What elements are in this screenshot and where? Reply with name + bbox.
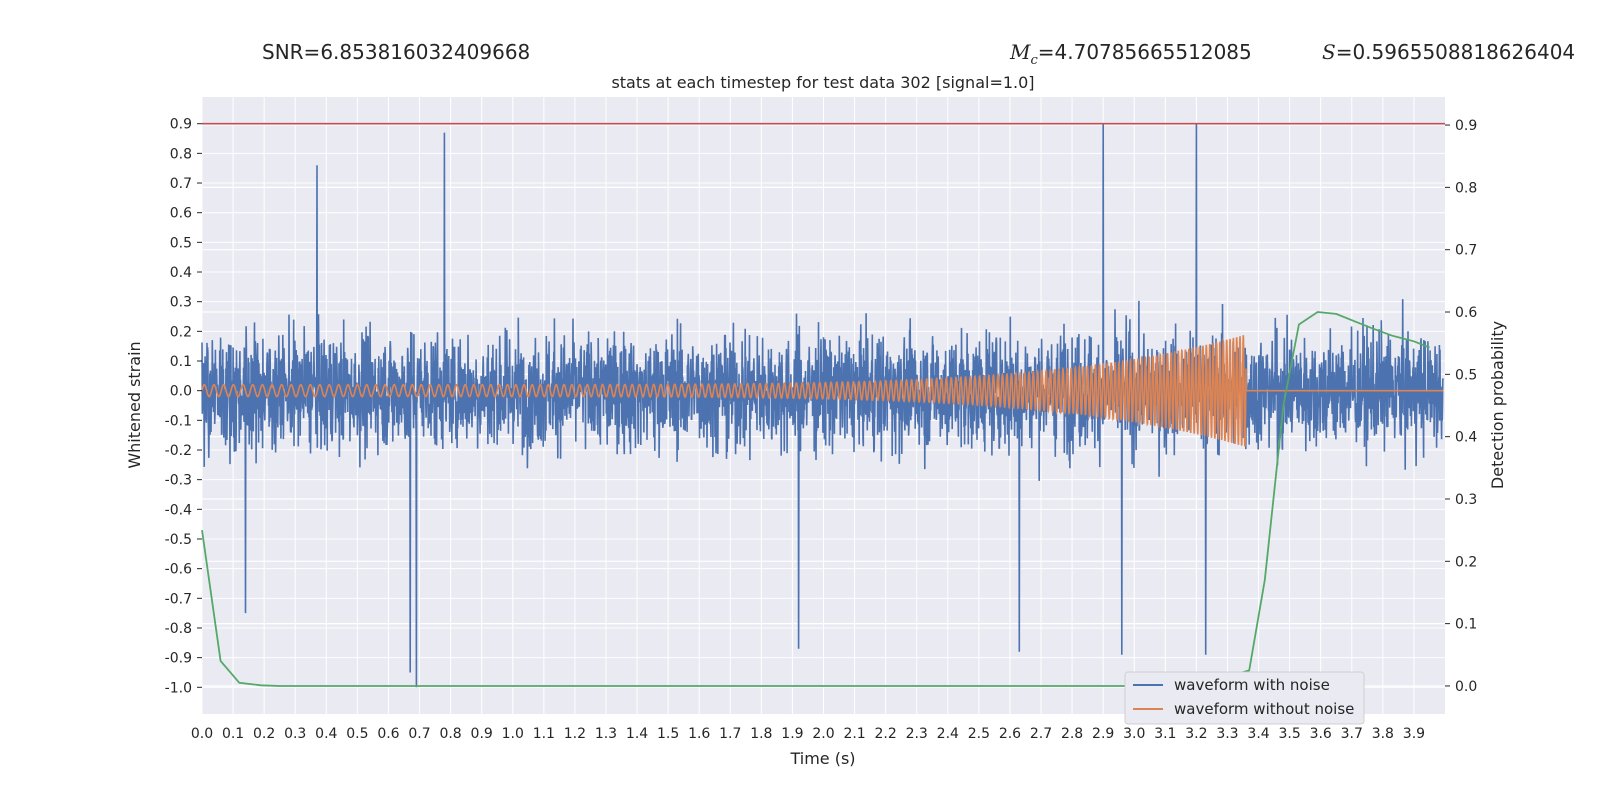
x-tick-label: 1.2 (564, 726, 586, 742)
x-tick-label: 3.0 (1123, 726, 1145, 742)
y2-tick-label: 0.2 (1455, 554, 1477, 570)
x-tick-label: 1.5 (657, 726, 679, 742)
y2-tick-label: 0.9 (1455, 118, 1477, 134)
x-tick-label: 2.0 (812, 726, 834, 742)
y-tick-label: 0.3 (170, 295, 192, 311)
y-axis-label: Whitened strain (125, 341, 144, 468)
y-tick-label: -0.6 (165, 562, 192, 578)
mc-subscript: c (1030, 53, 1038, 68)
x-tick-label: 2.6 (999, 726, 1021, 742)
y-tick-label: 0.5 (170, 235, 192, 251)
y-tick-label: 0.4 (170, 265, 192, 281)
x-tick-label: 0.2 (253, 726, 275, 742)
snr-readout: SNR=6.853816032409668 (262, 40, 530, 64)
x-tick-label: 2.8 (1061, 726, 1083, 742)
x-ticks: 0.0 0.1 0.2 0.3 0.4 0.5 0.6 0.7 0.8 0.9 1.0 1.1 1.2 1… (191, 726, 1425, 742)
y-tick-label: -0.3 (165, 473, 192, 489)
x-tick-label: 3.8 (1372, 726, 1394, 742)
x-tick-label: 0.8 (439, 726, 461, 742)
x-tick-label: 1.8 (750, 726, 772, 742)
x-tick-label: 3.5 (1278, 726, 1300, 742)
x-tick-label: 2.5 (968, 726, 990, 742)
legend: waveform with noise waveform without noi… (1124, 671, 1365, 725)
chirp-mass-readout: Mc=4.70785665512085 (1010, 40, 1252, 68)
y2-ticks: 0.9 0.8 0.7 0.6 0.5 0.4 0.3 0.2 0.1 0.0 (1445, 118, 1477, 695)
mc-value: =4.70785665512085 (1037, 40, 1252, 64)
x-tick-label: 1.1 (533, 726, 555, 742)
x-tick-label: 3.6 (1310, 726, 1332, 742)
x-tick-label: 3.3 (1216, 726, 1238, 742)
x-tick-label: 0.5 (346, 726, 368, 742)
probability-line (201, 311, 1430, 687)
y-tick-label: 0.1 (170, 354, 192, 370)
legend-label-without-noise: waveform without noise (1174, 700, 1354, 718)
x-tick-label: 1.4 (626, 726, 648, 742)
x-tick-label: 3.9 (1403, 726, 1425, 742)
grid (201, 97, 1445, 714)
y-tick-label: -0.5 (165, 532, 192, 548)
y-tick-label: 0.7 (170, 176, 192, 192)
x-tick-label: 2.7 (1030, 726, 1052, 742)
y-tick-label: -0.1 (165, 413, 192, 429)
y-tick-label: -0.9 (165, 651, 192, 667)
x-tick-label: 0.6 (377, 726, 399, 742)
x-tick-label: 1.6 (688, 726, 710, 742)
y-ticks: 0.9 0.8 0.7 0.6 0.5 0.4 0.3 0.2 0.1 0.0 -0.1 -0.2 -0… (165, 117, 202, 696)
x-tick-label: 3.4 (1247, 726, 1269, 742)
x-tick-label: 2.1 (843, 726, 865, 742)
x-tick-label: 0.4 (315, 726, 337, 742)
y-tick-label: -0.4 (165, 502, 192, 518)
y2-tick-label: 0.5 (1455, 367, 1477, 383)
mc-symbol: M (1010, 40, 1031, 64)
s-value: =0.5965508818626404 (1335, 40, 1576, 64)
x-tick-label: 1.0 (502, 726, 524, 742)
x-axis-label: Time (s) (789, 749, 855, 768)
x-tick-label: 2.4 (937, 726, 959, 742)
y2-axis-label: Detection probability (1488, 321, 1507, 489)
x-tick-label: 2.2 (875, 726, 897, 742)
s-readout: S=0.5965508818626404 (1322, 40, 1575, 64)
y-tick-label: 0.8 (170, 146, 192, 162)
y2-tick-label: 0.4 (1455, 430, 1477, 446)
x-tick-label: 0.1 (222, 726, 244, 742)
x-tick-label: 0.3 (284, 726, 306, 742)
y-tick-label: 0.2 (170, 324, 192, 340)
legend-box (1124, 671, 1365, 725)
probability-layer (201, 311, 1430, 687)
y2-tick-label: 0.7 (1455, 243, 1477, 259)
x-tick-label: 3.7 (1341, 726, 1363, 742)
y-tick-label: -0.8 (165, 621, 192, 637)
x-tick-label: 0.9 (471, 726, 493, 742)
y2-tick-label: 0.3 (1455, 492, 1477, 508)
s-symbol: S (1322, 40, 1336, 64)
x-tick-label: 2.9 (1092, 726, 1114, 742)
y-tick-label: -1.0 (165, 680, 192, 696)
y2-tick-label: 0.8 (1455, 180, 1477, 196)
y2-tick-label: 0.1 (1455, 617, 1477, 633)
x-tick-label: 3.2 (1185, 726, 1207, 742)
y-tick-label: 0.6 (170, 206, 192, 222)
x-tick-label: 1.7 (719, 726, 741, 742)
clean-waveform-layer (201, 335, 1444, 447)
snr-value: 6.853816032409668 (320, 40, 531, 64)
y-tick-label: 0.0 (170, 384, 192, 400)
legend-label-with-noise: waveform with noise (1174, 676, 1330, 694)
y-tick-label: -0.2 (165, 443, 192, 459)
x-tick-label: 1.3 (595, 726, 617, 742)
x-tick-label: 0.7 (408, 726, 430, 742)
y-tick-label: -0.7 (165, 591, 192, 607)
clean-waveform-line (201, 335, 1444, 447)
y2-tick-label: 0.0 (1455, 679, 1477, 695)
y2-tick-label: 0.6 (1455, 305, 1477, 321)
x-tick-label: 2.3 (906, 726, 928, 742)
x-tick-label: 1.9 (781, 726, 803, 742)
x-tick-label: 0.0 (191, 726, 213, 742)
x-tick-label: 3.1 (1154, 726, 1176, 742)
y-tick-label: 0.9 (170, 117, 192, 133)
snr-label: SNR= (262, 40, 321, 64)
chart-title: stats at each timestep for test data 302… (611, 73, 1034, 92)
